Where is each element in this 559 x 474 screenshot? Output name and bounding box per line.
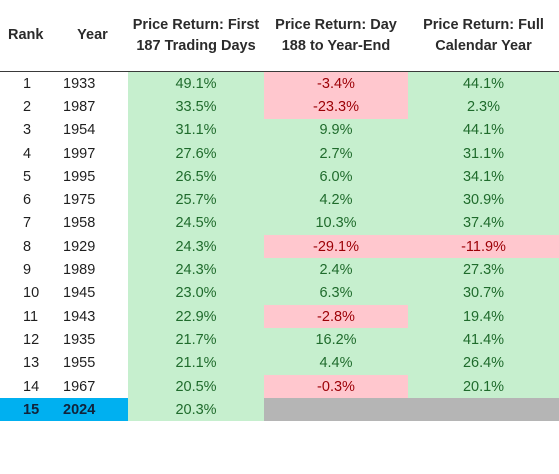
full-calendar-year-cell: 27.3% bbox=[408, 258, 559, 282]
rank-cell: 6 bbox=[23, 192, 32, 209]
day-188-to-year-end-cell: 9.9% bbox=[264, 118, 408, 142]
rank-cell: 7 bbox=[23, 215, 32, 232]
table-row: 3 1954 31.1% 9.9% 44.1% bbox=[0, 118, 559, 142]
full-calendar-year-cell: 31.1% bbox=[408, 141, 559, 166]
day-188-to-year-end-cell: -29.1% bbox=[264, 235, 408, 259]
first-187-days-cell: 21.7% bbox=[128, 328, 264, 352]
day-188-to-year-end-cell: 16.2% bbox=[264, 328, 408, 352]
table-row: 15 2024 20.3% bbox=[0, 398, 559, 422]
rank-cell: 8 bbox=[23, 238, 32, 255]
table-row: 10 1945 23.0% 6.3% 30.7% bbox=[0, 281, 559, 305]
rank-cell: 1 bbox=[23, 75, 32, 92]
first-187-days-cell: 25.7% bbox=[128, 188, 264, 212]
day-188-to-year-end-cell: 2.7% bbox=[264, 141, 408, 166]
table-row: 7 1958 24.5% 10.3% 37.4% bbox=[0, 211, 559, 236]
table-row: 9 1989 24.3% 2.4% 27.3% bbox=[0, 258, 559, 282]
year-cell: 1945 bbox=[63, 285, 96, 302]
first-187-days-cell: 31.1% bbox=[128, 118, 264, 142]
rank-cell: 13 bbox=[23, 355, 40, 372]
first-187-days-cell: 22.9% bbox=[128, 304, 264, 329]
header-rank: Rank bbox=[0, 0, 57, 72]
header-first-187-days: Price Return: First 187 Trading Days bbox=[128, 0, 264, 72]
first-187-days-cell: 23.0% bbox=[128, 281, 264, 305]
year-cell: 1975 bbox=[63, 192, 96, 209]
full-calendar-year-cell: 41.4% bbox=[408, 328, 559, 352]
year-cell: 1954 bbox=[63, 122, 96, 139]
table-row: 13 1955 21.1% 4.4% 26.4% bbox=[0, 351, 559, 375]
full-calendar-year-cell: 20.1% bbox=[408, 374, 559, 399]
day-188-to-year-end-cell: 4.4% bbox=[264, 351, 408, 375]
day-188-to-year-end-cell: -23.3% bbox=[264, 95, 408, 119]
table-row: 12 1935 21.7% 16.2% 41.4% bbox=[0, 328, 559, 352]
table-row: 11 1943 22.9% -2.8% 19.4% bbox=[0, 304, 559, 329]
rank-cell: 2 bbox=[23, 98, 32, 115]
header-year: Year bbox=[57, 0, 128, 72]
day-188-to-year-end-cell: -2.8% bbox=[264, 304, 408, 329]
first-187-days-cell: 33.5% bbox=[128, 95, 264, 119]
day-188-to-year-end-cell: -3.4% bbox=[264, 71, 408, 96]
day-188-to-year-end-cell: 2.4% bbox=[264, 258, 408, 282]
year-cell: 1995 bbox=[63, 168, 96, 185]
first-187-days-cell: 20.3% bbox=[128, 398, 264, 422]
year-cell: 1967 bbox=[63, 378, 96, 395]
table-row: 4 1997 27.6% 2.7% 31.1% bbox=[0, 141, 559, 166]
header-full-calendar-year: Price Return: Full Calendar Year bbox=[408, 0, 559, 72]
full-calendar-year-cell bbox=[408, 398, 559, 422]
year-cell: 1997 bbox=[63, 145, 96, 162]
rank-cell: 4 bbox=[23, 145, 32, 162]
rank-cell: 15 bbox=[0, 398, 57, 422]
table-row: 14 1967 20.5% -0.3% 20.1% bbox=[0, 374, 559, 399]
year-cell: 1933 bbox=[63, 75, 96, 92]
table-row: 1 1933 49.1% -3.4% 44.1% bbox=[0, 71, 559, 96]
full-calendar-year-cell: 44.1% bbox=[408, 71, 559, 96]
day-188-to-year-end-cell bbox=[264, 398, 408, 422]
first-187-days-cell: 20.5% bbox=[128, 374, 264, 399]
rank-cell: 3 bbox=[23, 122, 32, 139]
table-row: 6 1975 25.7% 4.2% 30.9% bbox=[0, 188, 559, 212]
first-187-days-cell: 27.6% bbox=[128, 141, 264, 166]
header-day-188-to-year-end: Price Return: Day 188 to Year-End bbox=[264, 0, 408, 72]
year-cell: 1943 bbox=[63, 308, 96, 325]
first-187-days-cell: 26.5% bbox=[128, 165, 264, 189]
table-row: 2 1987 33.5% -23.3% 2.3% bbox=[0, 95, 559, 119]
first-187-days-cell: 49.1% bbox=[128, 71, 264, 96]
first-187-days-cell: 24.3% bbox=[128, 258, 264, 282]
rank-cell: 10 bbox=[23, 285, 40, 302]
year-cell: 1955 bbox=[63, 355, 96, 372]
full-calendar-year-cell: 44.1% bbox=[408, 118, 559, 142]
rank-cell: 11 bbox=[23, 308, 39, 325]
year-cell: 1989 bbox=[63, 262, 96, 279]
year-cell: 1929 bbox=[63, 238, 96, 255]
day-188-to-year-end-cell: 4.2% bbox=[264, 188, 408, 212]
day-188-to-year-end-cell: 6.0% bbox=[264, 165, 408, 189]
full-calendar-year-cell: 37.4% bbox=[408, 211, 559, 236]
year-cell: 1987 bbox=[63, 98, 96, 115]
year-cell: 1958 bbox=[63, 215, 96, 232]
full-calendar-year-cell: 2.3% bbox=[408, 95, 559, 119]
full-calendar-year-cell: -11.9% bbox=[408, 235, 559, 259]
first-187-days-cell: 24.3% bbox=[128, 235, 264, 259]
first-187-days-cell: 24.5% bbox=[128, 211, 264, 236]
header-row: Rank Year Price Return: First 187 Tradin… bbox=[0, 0, 559, 72]
rank-cell: 9 bbox=[23, 262, 32, 279]
table-row: 8 1929 24.3% -29.1% -11.9% bbox=[0, 235, 559, 259]
returns-table: Rank Year Price Return: First 187 Tradin… bbox=[0, 0, 559, 422]
day-188-to-year-end-cell: 6.3% bbox=[264, 281, 408, 305]
day-188-to-year-end-cell: 10.3% bbox=[264, 211, 408, 236]
year-cell: 1935 bbox=[63, 331, 96, 348]
table-row: 5 1995 26.5% 6.0% 34.1% bbox=[0, 165, 559, 189]
full-calendar-year-cell: 30.7% bbox=[408, 281, 559, 305]
rank-cell: 14 bbox=[23, 378, 40, 395]
full-calendar-year-cell: 26.4% bbox=[408, 351, 559, 375]
day-188-to-year-end-cell: -0.3% bbox=[264, 374, 408, 399]
first-187-days-cell: 21.1% bbox=[128, 351, 264, 375]
rank-cell: 5 bbox=[23, 168, 32, 185]
full-calendar-year-cell: 34.1% bbox=[408, 165, 559, 189]
rank-cell: 12 bbox=[23, 331, 40, 348]
table-body: 1 1933 49.1% -3.4% 44.1% 2 1987 33.5% -23.3% 2.3%… bbox=[0, 71, 559, 422]
year-cell: 2024 bbox=[57, 398, 128, 422]
full-calendar-year-cell: 19.4% bbox=[408, 304, 559, 329]
full-calendar-year-cell: 30.9% bbox=[408, 188, 559, 212]
